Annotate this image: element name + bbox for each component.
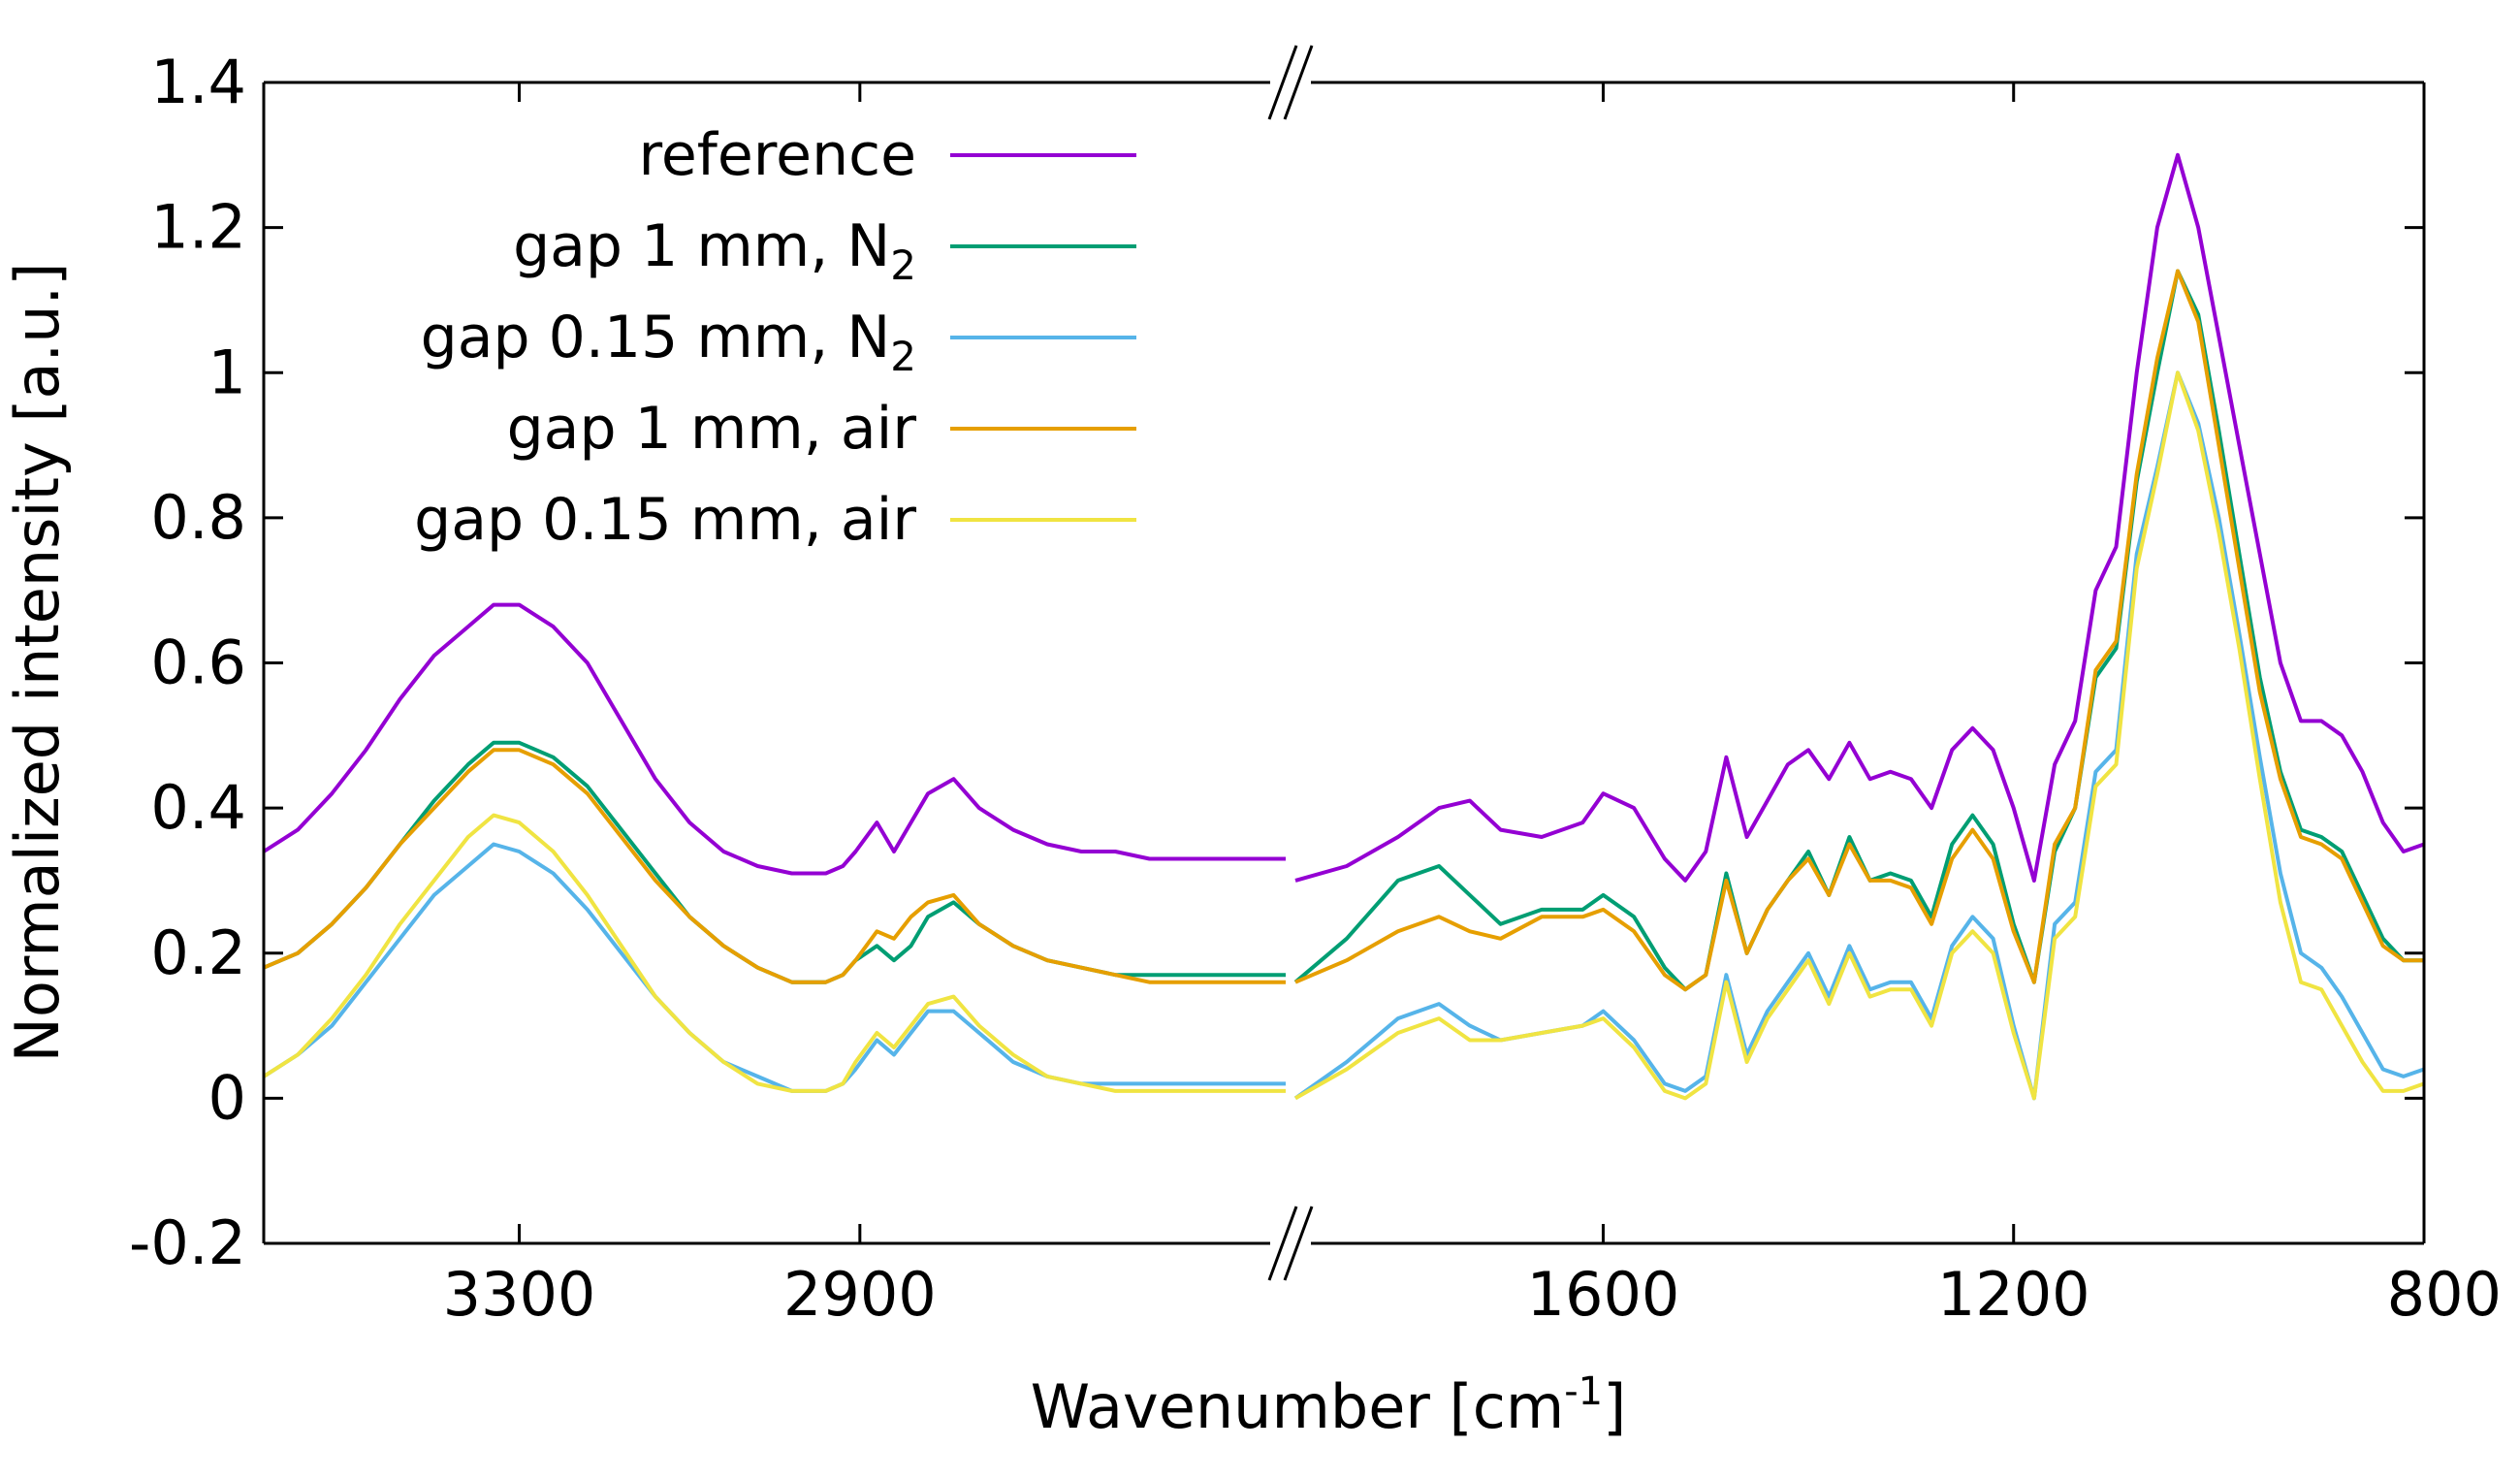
series-line-2-segment-1	[1293, 370, 2425, 1101]
legend-label: reference	[639, 121, 917, 189]
x-axis-title-main: Wavenumber [cm	[1031, 1371, 1565, 1442]
legend-label-text: reference	[639, 121, 917, 189]
series-group	[262, 152, 2425, 1101]
axis-break-bottom-stroke-0	[1267, 1206, 1298, 1281]
series-line-3-segment-1	[1294, 269, 2424, 992]
axis-break-group	[1267, 45, 1314, 1281]
legend-label-subscript: 2	[890, 241, 916, 289]
y-tick-label: 0.4	[150, 772, 246, 843]
x-axis-title-superscript: -1	[1564, 1369, 1603, 1414]
x-tick-label: 800	[2387, 1259, 2502, 1330]
y-tick-label: 0.6	[150, 627, 246, 698]
legend-label-subscript: 2	[890, 333, 916, 380]
x-axis-title: Wavenumber [cm-1]	[1031, 1369, 1627, 1442]
axis-break-top-stroke-0	[1267, 45, 1298, 120]
legend-label-text: gap 0.15 mm, N	[421, 304, 891, 371]
y-tick-label: 1.4	[150, 47, 246, 117]
y-tick-label: -0.2	[129, 1207, 246, 1278]
series-line-3-segment-0	[263, 748, 1286, 984]
plot-frame-group	[262, 80, 2426, 1245]
x-tick-label: 1200	[1937, 1259, 2090, 1330]
legend-label-text: gap 1 mm, N	[513, 212, 890, 280]
legend-label-text: gap 1 mm, air	[507, 395, 917, 463]
y-tick-label: 0.8	[150, 482, 246, 553]
y-axis-title: Normalized intensity [a.u.]	[2, 263, 73, 1063]
y-tick-label: 1	[208, 337, 246, 407]
series-line-4-segment-0	[262, 813, 1286, 1093]
y-tick-label: 1.2	[150, 192, 246, 263]
x-tick-label: 3300	[443, 1259, 596, 1330]
y-tick-label: 0.2	[150, 917, 246, 988]
series-line-1-segment-1	[1293, 269, 2424, 992]
legend-label-text: gap 0.15 mm, air	[414, 486, 916, 554]
legend-label: gap 1 mm, air	[507, 395, 917, 463]
legend-label: gap 0.15 mm, N2	[421, 304, 916, 380]
series-line-4-segment-1	[1294, 370, 2425, 1101]
legend-label: gap 1 mm, N2	[513, 212, 916, 289]
axis-break-top-stroke-1	[1283, 45, 1314, 120]
legend-label: gap 0.15 mm, air	[414, 486, 916, 554]
axis-break-bottom-stroke-1	[1283, 1206, 1314, 1281]
ticks-group: -0.2 0 0.2 0.4 0.6 0.8 1 1.2 1.4 3300 2900 1600 1200…	[129, 47, 2502, 1330]
x-tick-label: 2900	[783, 1259, 937, 1330]
series-line-0-segment-1	[1294, 152, 2425, 883]
x-axis-title-close: ]	[1603, 1371, 1626, 1442]
x-tick-label: 1600	[1527, 1259, 1680, 1330]
y-tick-label: 0	[208, 1062, 246, 1133]
series-line-0-segment-0	[262, 602, 1286, 876]
